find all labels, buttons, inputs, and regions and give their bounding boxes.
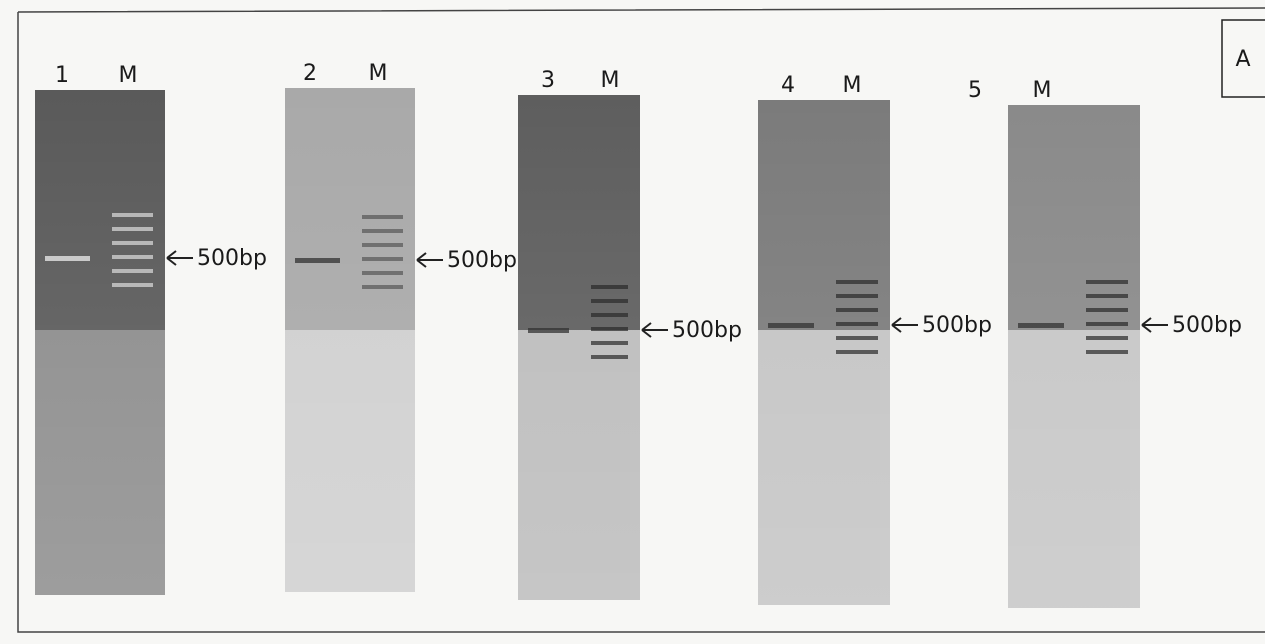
gel-sheen [285, 88, 415, 592]
marker-label: M [843, 73, 862, 98]
marker-band [362, 215, 403, 219]
marker-label: M [601, 68, 620, 93]
lane-label: 4 [781, 73, 795, 98]
marker-band [112, 255, 153, 259]
marker-band [1086, 322, 1128, 326]
marker-band [112, 213, 153, 217]
marker-band [112, 269, 153, 273]
lane-label: 2 [303, 61, 317, 86]
gel-sheen [518, 95, 640, 600]
marker-band [362, 271, 403, 275]
lane-label: 5 [968, 78, 982, 103]
marker-band [591, 285, 628, 289]
marker-band [591, 341, 628, 345]
marker-band [1086, 350, 1128, 354]
marker-band [591, 299, 628, 303]
marker-band [1086, 294, 1128, 298]
marker-band [362, 229, 403, 233]
marker-label: M [119, 63, 138, 88]
band-size-label: 500bp [672, 318, 742, 343]
marker-band [362, 285, 403, 289]
marker-label: M [369, 61, 388, 86]
sample-band [528, 328, 569, 333]
marker-band [112, 283, 153, 287]
marker-band [112, 227, 153, 231]
sample-band [45, 256, 90, 261]
marker-band [591, 327, 628, 331]
band-size-label: 500bp [447, 248, 517, 273]
marker-band [1086, 336, 1128, 340]
marker-band [836, 322, 878, 326]
band-size-label: 500bp [1172, 313, 1242, 338]
lane-label: 3 [541, 68, 555, 93]
marker-band [112, 241, 153, 245]
marker-band [591, 355, 628, 359]
lane-label: 1 [55, 63, 69, 88]
sample-band [295, 258, 340, 263]
marker-band [362, 257, 403, 261]
marker-band [1086, 280, 1128, 284]
sample-band [768, 323, 814, 328]
marker-band [836, 280, 878, 284]
marker-band [591, 313, 628, 317]
gel-sheen [35, 90, 165, 595]
figure: A 1 M 500bp 2 M 500bp 3 M 500bp 4 M 500bp 5 M 500bp [0, 0, 1265, 644]
band-size-label: 500bp [922, 313, 992, 338]
marker-band [836, 350, 878, 354]
panel-label: A [1235, 47, 1250, 72]
gel-sheen [1008, 105, 1140, 608]
marker-band [362, 243, 403, 247]
sample-band [1018, 323, 1064, 328]
marker-label: M [1033, 78, 1052, 103]
marker-band [836, 308, 878, 312]
band-size-label: 500bp [197, 246, 267, 271]
marker-band [836, 336, 878, 340]
marker-band [836, 294, 878, 298]
marker-band [1086, 308, 1128, 312]
